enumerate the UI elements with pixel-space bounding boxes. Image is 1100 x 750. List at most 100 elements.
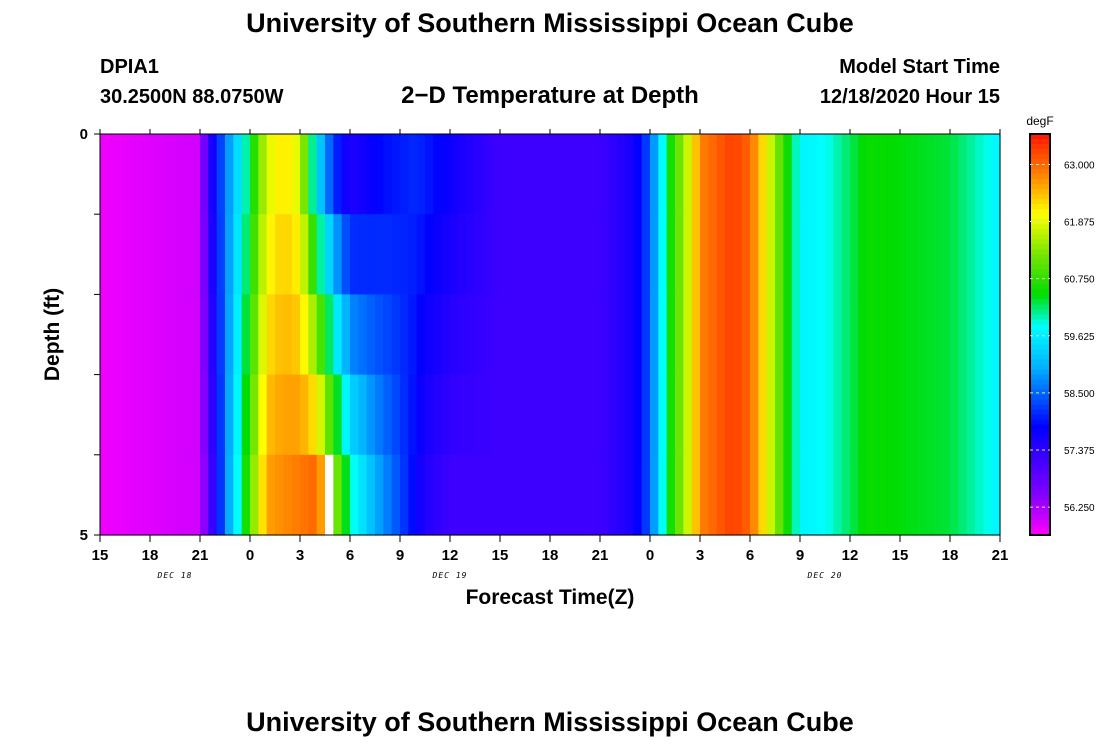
heatmap-cell [608,454,618,536]
heatmap-cell [191,134,201,215]
colorbar-segment [1030,369,1050,376]
heatmap-cell [675,294,684,376]
heatmap-cell [700,214,709,295]
heatmap-cell [208,134,218,215]
heatmap-cell [875,134,884,215]
plot-title: 2−D Temperature at Depth [401,82,699,109]
heatmap-cell [133,374,143,456]
colorbar-segment [1030,334,1050,341]
model-start-value: 12/18/2020 Hour 15 [819,86,1000,108]
heatmap-cell [700,454,709,536]
heatmap-cell [358,454,368,536]
heatmap-cell [600,294,609,376]
heatmap-cell [500,214,509,295]
heatmap-cell [733,214,743,295]
heatmap-cell [141,454,151,536]
heatmap-cell [516,374,526,456]
heatmap-cell [875,454,884,536]
heatmap-cell [175,294,184,376]
colorbar-segment [1030,294,1050,301]
x-tick-label: 18 [942,547,959,564]
heatmap-cell [775,134,784,215]
heatmap-cell [558,294,568,376]
x-tick-label: 3 [696,547,704,564]
heatmap-cell [375,214,384,295]
heatmap-cell [108,374,118,456]
heatmap-cell [425,214,434,295]
heatmap-cell [966,294,976,376]
colorbar-segment [1030,509,1050,516]
x-tick-label: 12 [842,547,859,564]
colorbar-frame [1029,133,1051,536]
heatmap-cell [675,454,684,536]
heatmap-cell [808,454,818,536]
heatmap-cell [741,134,751,215]
heatmap-cell [550,454,559,536]
heatmap-cell [366,214,376,295]
colorbar-segment [1030,339,1050,346]
heatmap-cell [500,454,509,536]
heatmap-cell [650,294,659,376]
heatmap-cell [250,374,259,456]
heatmap-cell [525,294,534,376]
heatmap-cell [625,214,634,295]
heatmap-cell [983,294,993,376]
heatmap-cell [933,294,943,376]
heatmap-cell [100,134,109,215]
heatmap-cell [466,374,476,456]
colorbar-segment [1030,474,1050,481]
heatmap-cell [783,454,793,536]
heatmap-cell [966,454,976,536]
heatmap-cell [991,294,1001,376]
heatmap-cell [308,134,318,215]
heatmap-cell [650,214,659,295]
colorbar-segment [1030,179,1050,185]
heatmap-cell [241,374,251,456]
heatmap-cell [191,374,201,456]
heatmap-cell [333,134,343,215]
colorbar-segment [1030,159,1050,165]
heatmap-cell [566,134,576,215]
heatmap-cell [908,374,918,456]
heatmap-cell [791,454,801,536]
heatmap-cell [225,134,234,215]
heatmap-cell [333,214,343,295]
heatmap-cell [941,214,951,295]
heatmap-cell [875,294,884,376]
heatmap-cell [475,294,484,376]
heatmap-cell [133,214,143,295]
heatmap-cell [733,454,743,536]
colorbar-segment [1030,469,1050,476]
colorbar-segment [1030,149,1050,155]
heatmap-cell [808,134,818,215]
heatmap-cell [200,214,209,295]
chart-axes: 15 18 21 0 3 6 9 12 15 18 21 0 3 6 9 12 15 18 21 DEC 18 DEC … [41,126,1008,609]
y-tick-label: 5 [80,527,88,544]
heatmap-cell [625,374,634,456]
heatmap-cell [858,214,868,295]
heatmap-cell [375,454,384,536]
colorbar-segment [1030,484,1050,491]
main-title: University of Southern Mississippi Ocean… [246,8,854,38]
heatmap-cell [233,214,243,295]
heatmap-cell [766,374,776,456]
heatmap-cell [825,454,834,536]
heatmap-cell [591,134,601,215]
heatmap-cell [241,294,251,376]
heatmap-cell [400,214,409,295]
heatmap-cell [825,294,834,376]
heatmap-cell [183,374,193,456]
heatmap-cell [100,454,109,536]
heatmap-cell [150,374,159,456]
colorbar-segment [1030,344,1050,351]
heatmap-cell [991,134,1001,215]
model-start-label: Model Start Time [839,56,1000,78]
heatmap-cell [500,374,509,456]
heatmap-cell [958,454,968,536]
heatmap-cell [358,374,368,456]
colorbar-segment [1030,319,1050,326]
heatmap-cell [866,134,876,215]
heatmap-cell [241,134,251,215]
heatmap-cell [575,294,584,376]
heatmap-cell [458,134,468,215]
